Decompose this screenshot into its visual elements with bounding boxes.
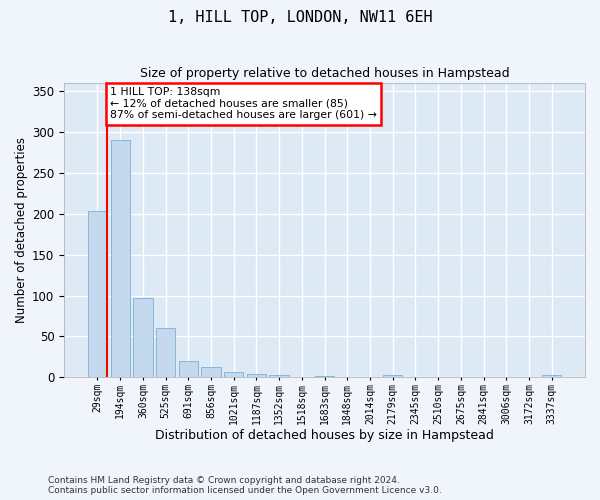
Bar	[133, 298, 152, 378]
Bar	[202, 368, 221, 378]
Bar	[110, 140, 130, 378]
Text: 1 HILL TOP: 138sqm
← 12% of detached houses are smaller (85)
87% of semi-detache: 1 HILL TOP: 138sqm ← 12% of detached hou…	[110, 87, 377, 120]
Bar	[383, 375, 403, 378]
Text: Contains HM Land Registry data © Crown copyright and database right 2024.
Contai: Contains HM Land Registry data © Crown c…	[48, 476, 442, 495]
Bar	[247, 374, 266, 378]
Bar	[269, 375, 289, 378]
Text: 1, HILL TOP, LONDON, NW11 6EH: 1, HILL TOP, LONDON, NW11 6EH	[167, 10, 433, 25]
Bar	[542, 375, 562, 378]
Bar	[88, 212, 107, 378]
Bar	[315, 376, 334, 378]
Bar	[224, 372, 244, 378]
Bar	[179, 361, 198, 378]
Title: Size of property relative to detached houses in Hampstead: Size of property relative to detached ho…	[140, 68, 509, 80]
Bar	[156, 328, 175, 378]
Y-axis label: Number of detached properties: Number of detached properties	[15, 137, 28, 323]
X-axis label: Distribution of detached houses by size in Hampstead: Distribution of detached houses by size …	[155, 430, 494, 442]
